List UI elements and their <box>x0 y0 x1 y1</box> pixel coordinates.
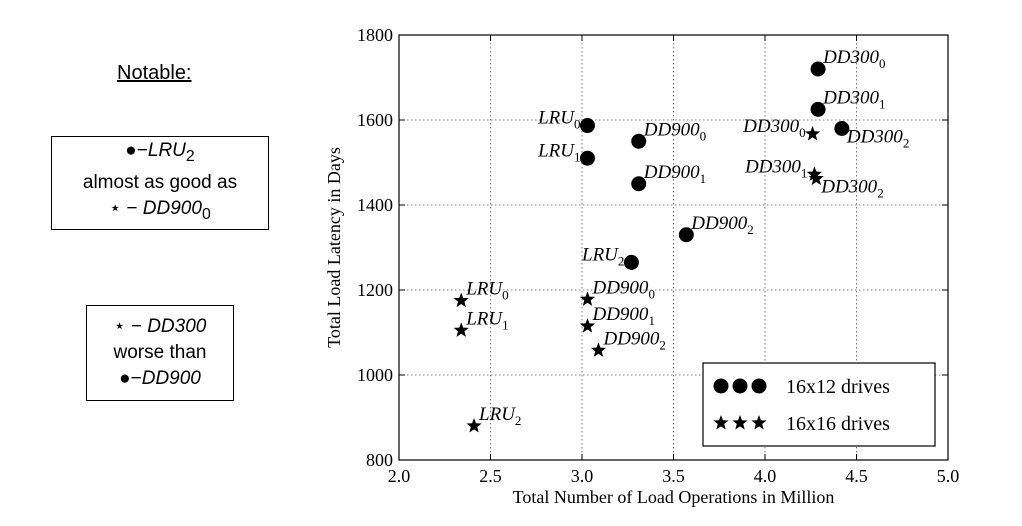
data-label: LRU2 <box>581 244 624 268</box>
y-tick-label: 1000 <box>357 365 393 385</box>
note1-dash-2: − <box>121 198 143 219</box>
circle-glyph-icon: ● <box>125 140 137 162</box>
data-label: LRU2 <box>478 404 521 428</box>
data-label: DD3002 <box>820 177 883 201</box>
data-label: DD9000 <box>591 277 654 301</box>
data-label: LRU0 <box>465 279 508 303</box>
note2-label-2: DD900 <box>141 368 201 389</box>
circle-glyph-icon: ● <box>119 368 131 389</box>
data-point-star <box>579 291 596 306</box>
note1-line3: ⋆ − DD9000 <box>52 196 268 228</box>
x-tick-label: 2.0 <box>388 466 411 486</box>
data-point-star <box>579 318 596 333</box>
note1-sub: 2 <box>185 148 195 165</box>
data-label: DD3001 <box>744 156 807 180</box>
y-tick-label: 1600 <box>357 110 393 130</box>
note-box-dd300-vs-dd900: ⋆ − DD300 worse than ●−DD900 <box>86 305 234 401</box>
data-point-circle <box>631 133 647 149</box>
note1-sub-2: 0 <box>201 205 211 223</box>
data-point-star <box>453 322 469 337</box>
note2-dash-2: − <box>130 368 142 389</box>
y-tick-label: 1800 <box>357 25 393 45</box>
x-tick-label: 3.0 <box>571 466 594 486</box>
note1-dash: − <box>136 140 148 162</box>
star-glyph-icon: ⋆ <box>113 316 126 337</box>
y-axis-label: Total Load Latency in Days <box>324 147 344 348</box>
data-label: LRU0 <box>537 108 580 132</box>
note-box-lru2-vs-dd900: ●−LRU2 almost as good as ⋆ − DD9000 <box>51 136 269 230</box>
data-label: DD9002 <box>690 213 753 237</box>
data-label: DD9001 <box>591 304 654 328</box>
note2-label: DD300 <box>147 316 207 337</box>
data-point-star <box>808 170 824 186</box>
notes-title: Notable: <box>117 62 192 84</box>
x-tick-label: 3.5 <box>662 466 685 486</box>
star-glyph-icon: ⋆ <box>109 198 122 219</box>
data-point-circle <box>810 61 826 77</box>
data-label: DD9001 <box>643 162 706 186</box>
note1-label-2: DD900 <box>142 198 202 219</box>
note1-line1: ●−LRU2 <box>52 138 268 170</box>
data-point-circle <box>834 121 850 136</box>
x-tick-label: 5.0 <box>937 466 960 486</box>
x-axis-label: Total Number of Load Operations in Milli… <box>513 487 835 507</box>
data-point-circle <box>678 227 694 243</box>
note1-label: LRU <box>147 140 186 162</box>
legend-marker-circle <box>751 378 767 394</box>
data-point-circle <box>631 176 647 192</box>
legend-marker-star <box>732 415 748 430</box>
data-point-circle <box>623 254 639 270</box>
note1-line2: almost as good as <box>82 172 238 193</box>
data-label: DD3000 <box>742 116 805 140</box>
data-label: DD3001 <box>822 87 885 111</box>
legend-label: 16x12 drives <box>786 376 890 398</box>
legend-marker-star <box>751 415 767 430</box>
y-tick-label: 1200 <box>357 280 393 300</box>
data-label: DD3002 <box>846 127 909 151</box>
x-tick-label: 4.0 <box>754 466 777 486</box>
data-label: DD3000 <box>822 47 885 71</box>
data-point-circle <box>810 101 826 117</box>
legend-marker-circle <box>732 378 748 394</box>
y-tick-label: 800 <box>366 450 393 470</box>
note2-line3: ●−DD900 <box>87 366 233 392</box>
legend-box <box>702 362 936 447</box>
x-tick-label: 4.5 <box>845 466 868 486</box>
data-point-star <box>806 166 823 181</box>
data-point-circle <box>579 118 595 134</box>
legend-marker-circle <box>713 378 729 394</box>
data-point-star <box>453 292 469 308</box>
data-label: DD9000 <box>643 119 706 143</box>
legend-marker-star <box>713 415 729 430</box>
data-point-star <box>466 418 482 433</box>
data-label: DD9002 <box>602 328 665 352</box>
note2-line2: worse than <box>113 342 207 363</box>
note2-dash: − <box>125 316 148 337</box>
data-label: LRU1 <box>537 140 580 164</box>
data-point-star <box>804 126 821 141</box>
data-point-star <box>590 342 607 357</box>
x-tick-label: 2.5 <box>479 466 502 486</box>
note2-line1: ⋆ − DD300 <box>87 314 233 340</box>
legend-label: 16x16 drives <box>786 413 890 435</box>
y-tick-label: 1400 <box>357 195 393 215</box>
data-label: LRU1 <box>465 308 508 332</box>
data-point-circle <box>579 150 595 166</box>
